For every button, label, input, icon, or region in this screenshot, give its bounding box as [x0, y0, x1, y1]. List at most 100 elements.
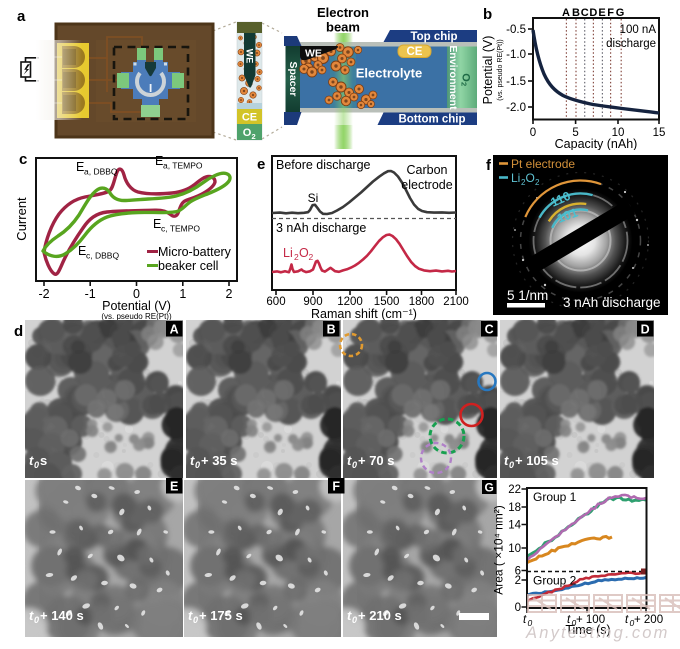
svg-text:2100: 2100 [443, 296, 469, 308]
svg-text:14: 14 [508, 520, 521, 532]
svg-text:-1.5: -1.5 [506, 76, 526, 88]
svg-text:beaker cell: beaker cell [158, 259, 218, 273]
svg-text:Carbon: Carbon [407, 163, 448, 177]
svg-text:2: 2 [521, 178, 526, 187]
svg-text:0: 0 [630, 618, 635, 628]
svg-text:Group 1: Group 1 [533, 490, 577, 504]
svg-text:0: 0 [509, 460, 514, 470]
svg-text:E: E [155, 154, 163, 168]
svg-text:c, TEMPO: c, TEMPO [161, 224, 200, 234]
svg-text:t: t [347, 608, 352, 623]
svg-text:Capacity (nAh): Capacity (nAh) [555, 137, 638, 150]
svg-text:0: 0 [195, 460, 200, 470]
svg-text:a: a [17, 8, 26, 25]
svg-text:t: t [567, 614, 571, 626]
svg-text:Li: Li [283, 246, 293, 260]
svg-text:Electron: Electron [317, 5, 369, 20]
svg-text:O: O [299, 246, 309, 260]
svg-text:100 nA: 100 nA [620, 24, 657, 36]
svg-text:+ 105 s: + 105 s [515, 453, 559, 468]
svg-text:G: G [485, 481, 494, 495]
svg-text:E: E [170, 480, 178, 494]
svg-text:s: s [40, 453, 47, 468]
svg-text:2: 2 [252, 132, 256, 141]
svg-text:10: 10 [508, 543, 521, 555]
svg-text:0: 0 [572, 618, 577, 628]
svg-text:10: 10 [612, 127, 625, 139]
svg-text:1500: 1500 [374, 296, 400, 308]
svg-text:Area ( ×10⁴ nm²): Area ( ×10⁴ nm²) [492, 505, 506, 595]
svg-text:B: B [327, 323, 336, 337]
svg-text:Anytesting.com: Anytesting.com [525, 624, 670, 642]
svg-text:F: F [607, 7, 614, 19]
svg-text:-1: -1 [85, 287, 96, 301]
svg-text:WE: WE [305, 48, 322, 60]
svg-text:0: 0 [34, 615, 39, 625]
svg-text:Bottom chip: Bottom chip [398, 114, 465, 126]
svg-text:900: 900 [303, 296, 322, 308]
svg-text:beam: beam [326, 20, 360, 35]
svg-text:E: E [76, 160, 84, 174]
svg-text:E: E [598, 7, 605, 19]
svg-text:0: 0 [530, 127, 536, 139]
svg-text:electrode: electrode [401, 178, 452, 192]
svg-text:(vs. pseudo RE(Pt)): (vs. pseudo RE(Pt)) [497, 39, 504, 100]
svg-text:Time (s): Time (s) [565, 623, 610, 637]
svg-text:Si: Si [308, 191, 319, 205]
svg-text:E: E [78, 244, 86, 258]
svg-text:D: D [589, 7, 597, 19]
svg-text:Micro-battery: Micro-battery [158, 245, 232, 259]
svg-text:discharge: discharge [606, 38, 656, 50]
svg-text:t: t [625, 614, 629, 626]
svg-text:c, DBBQ: c, DBBQ [86, 251, 119, 261]
svg-text:D: D [641, 323, 650, 337]
svg-text:Spacer: Spacer [287, 61, 299, 96]
svg-text:CE: CE [407, 46, 423, 58]
svg-text:+ 175 s: + 175 s [199, 608, 243, 623]
svg-text:b: b [483, 6, 492, 23]
svg-text:2: 2 [460, 82, 469, 86]
svg-text:2: 2 [535, 178, 540, 187]
svg-text:0: 0 [528, 618, 533, 628]
svg-text:O: O [460, 73, 472, 82]
svg-text:Potential (V): Potential (V) [102, 299, 171, 313]
svg-text:Environment: Environment [447, 45, 459, 110]
svg-text:0: 0 [352, 460, 357, 470]
svg-text:0: 0 [34, 460, 39, 470]
svg-text:A: A [562, 7, 570, 19]
svg-text:22: 22 [508, 484, 521, 496]
svg-text:e: e [257, 156, 265, 173]
svg-text:Li: Li [511, 171, 520, 185]
svg-text:t: t [29, 453, 34, 468]
svg-text:+ 70 s: + 70 s [358, 453, 395, 468]
svg-text:t: t [188, 608, 193, 623]
svg-text:f: f [486, 157, 492, 174]
svg-text:2: 2 [294, 252, 299, 262]
svg-text:Raman shift (cm⁻¹): Raman shift (cm⁻¹) [311, 307, 417, 320]
svg-text:G: G [616, 7, 625, 19]
svg-text:CE: CE [242, 112, 257, 124]
svg-text:5 1/nm: 5 1/nm [507, 288, 548, 303]
svg-text:a, DBBQ: a, DBBQ [84, 167, 118, 177]
svg-text:3 nAh discharge: 3 nAh discharge [276, 221, 366, 235]
svg-text:a, TEMPO: a, TEMPO [163, 161, 203, 171]
svg-text:-1.0: -1.0 [506, 49, 526, 61]
svg-text:2: 2 [515, 575, 521, 587]
svg-text:6: 6 [515, 566, 521, 578]
svg-text:0: 0 [133, 287, 140, 301]
svg-text:C: C [485, 323, 494, 337]
svg-text:d: d [14, 323, 23, 340]
svg-text:O: O [243, 127, 252, 139]
svg-text:+ 100: + 100 [576, 614, 605, 626]
svg-text:-0.5: -0.5 [506, 24, 526, 36]
svg-text:Electrolyte: Electrolyte [356, 66, 422, 81]
svg-text:t: t [504, 453, 509, 468]
svg-text:5: 5 [572, 127, 578, 139]
svg-text:0: 0 [515, 602, 521, 614]
svg-text:t: t [523, 614, 527, 626]
svg-text:Group 2: Group 2 [533, 574, 577, 588]
svg-text:O: O [526, 171, 535, 185]
svg-text:1200: 1200 [337, 296, 363, 308]
svg-text:+ 35 s: + 35 s [201, 453, 238, 468]
svg-text:t: t [29, 608, 34, 623]
